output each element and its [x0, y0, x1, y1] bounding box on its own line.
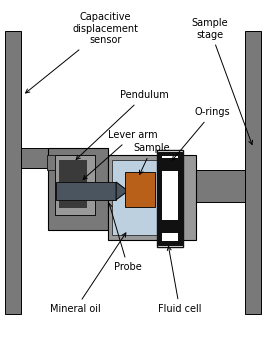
Bar	[112, 160, 164, 235]
Bar	[59, 160, 87, 208]
Bar	[55, 155, 95, 215]
Text: Probe: Probe	[109, 204, 142, 272]
Text: Sample: Sample	[134, 143, 170, 174]
Bar	[162, 156, 178, 241]
Bar	[125, 172, 155, 207]
Bar	[56, 182, 116, 200]
Bar	[246, 31, 261, 314]
Bar	[47, 155, 55, 170]
Text: Pendulum: Pendulum	[76, 90, 169, 159]
Bar	[48, 148, 108, 230]
Bar	[192, 170, 246, 202]
Bar	[160, 220, 182, 233]
Bar	[5, 31, 20, 314]
Text: Capacitive
displacement
sensor: Capacitive displacement sensor	[26, 12, 138, 93]
Text: Lever arm: Lever arm	[83, 130, 158, 179]
Bar	[157, 150, 183, 247]
Bar	[160, 158, 182, 171]
Bar	[108, 155, 196, 240]
Bar	[158, 152, 182, 245]
Text: Mineral oil: Mineral oil	[50, 233, 126, 314]
Bar	[55, 155, 95, 215]
Text: Sample
stage: Sample stage	[191, 18, 252, 144]
Polygon shape	[116, 182, 128, 200]
Text: O-rings: O-rings	[172, 107, 230, 160]
Text: Fluid cell: Fluid cell	[158, 246, 202, 314]
Bar	[20, 148, 48, 168]
